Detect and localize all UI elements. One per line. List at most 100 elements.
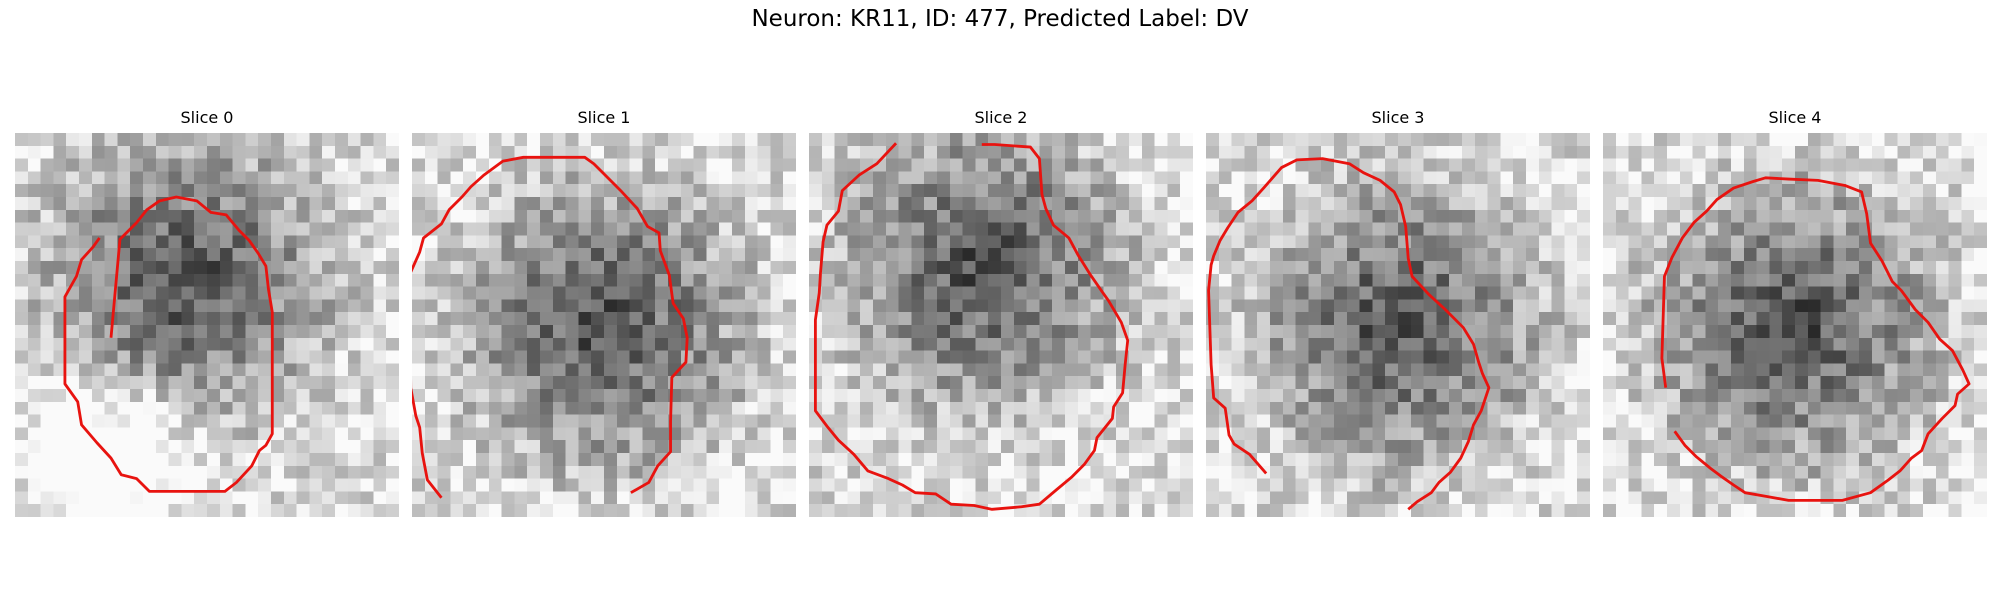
pixel (1615, 376, 1629, 390)
pixel (1026, 286, 1040, 300)
pixel (258, 504, 272, 517)
pixel (1769, 376, 1783, 390)
pixel (1718, 363, 1732, 377)
pixel (809, 133, 823, 147)
pixel (1231, 235, 1245, 249)
pixel (207, 248, 221, 262)
pixel (117, 184, 131, 198)
slice-image (412, 133, 796, 517)
pixel (1577, 376, 1590, 390)
pixel (1065, 491, 1079, 505)
pixel (1410, 184, 1424, 198)
pixel (565, 337, 579, 351)
pixel (1884, 337, 1898, 351)
pixel (1449, 414, 1463, 428)
pixel (1692, 235, 1706, 249)
pixel (783, 261, 796, 275)
pixel (501, 261, 515, 275)
pixel (1641, 158, 1655, 172)
pixel (1654, 222, 1668, 236)
pixel (744, 286, 758, 300)
pixel (527, 465, 541, 479)
pixel (488, 389, 502, 403)
pixel (1795, 299, 1809, 313)
pixel (1974, 401, 1987, 415)
pixel (1116, 248, 1130, 262)
pixel (40, 325, 54, 339)
pixel (1731, 145, 1745, 159)
pixel (168, 145, 182, 159)
pixel (1551, 273, 1565, 287)
pixel (168, 414, 182, 428)
pixel (732, 478, 746, 492)
pixel (322, 389, 336, 403)
pixel (347, 337, 361, 351)
pixel (1487, 491, 1501, 505)
pixel (1974, 197, 1987, 211)
pixel (873, 325, 887, 339)
pixel (309, 273, 323, 287)
pixel (1372, 491, 1386, 505)
pixel (181, 171, 195, 185)
pixel (488, 440, 502, 454)
pixel (885, 389, 899, 403)
pixel (1820, 401, 1834, 415)
pixel (386, 209, 399, 223)
pixel (642, 376, 656, 390)
pixel (181, 222, 195, 236)
pixel (1679, 478, 1693, 492)
pixel (757, 209, 771, 223)
pixel (53, 273, 67, 287)
pixel (1077, 337, 1091, 351)
pixel (27, 312, 41, 326)
pixel (1244, 312, 1258, 326)
pixel (1513, 273, 1527, 287)
pixel (104, 158, 118, 172)
pixel (1039, 273, 1053, 287)
pixel (258, 337, 272, 351)
pixel (809, 504, 823, 517)
pixel (1295, 158, 1309, 172)
pixel (360, 491, 374, 505)
pixel (1948, 401, 1962, 415)
pixel (207, 389, 221, 403)
pixel (757, 235, 771, 249)
pixel (1859, 248, 1873, 262)
pixel (219, 312, 233, 326)
pixel (514, 312, 528, 326)
pixel (1462, 171, 1476, 185)
pixel (1129, 133, 1143, 147)
pixel (616, 401, 630, 415)
pixel (873, 273, 887, 287)
pixel (1705, 414, 1719, 428)
pixel (527, 184, 541, 198)
pixel (1615, 491, 1629, 505)
pixel (130, 414, 144, 428)
pixel (1206, 209, 1220, 223)
pixel (373, 440, 387, 454)
pixel (1154, 133, 1168, 147)
pixel (450, 337, 464, 351)
pixel (1513, 414, 1527, 428)
pixel (27, 453, 41, 467)
pixel (155, 414, 169, 428)
pixel (1180, 325, 1193, 339)
pixel (79, 491, 93, 505)
pixel (386, 261, 399, 275)
pixel (1641, 465, 1655, 479)
pixel (53, 376, 67, 390)
pixel (1897, 337, 1911, 351)
pixel (1897, 261, 1911, 275)
pixel (309, 465, 323, 479)
pixel (565, 312, 579, 326)
pixel (1321, 171, 1335, 185)
pixel (309, 158, 323, 172)
pixel (1897, 158, 1911, 172)
pixel (898, 491, 912, 505)
pixel (194, 478, 208, 492)
pixel (1385, 478, 1399, 492)
pixel (1257, 440, 1271, 454)
pixel (1423, 465, 1437, 479)
pixel (821, 248, 835, 262)
pixel (283, 504, 297, 517)
